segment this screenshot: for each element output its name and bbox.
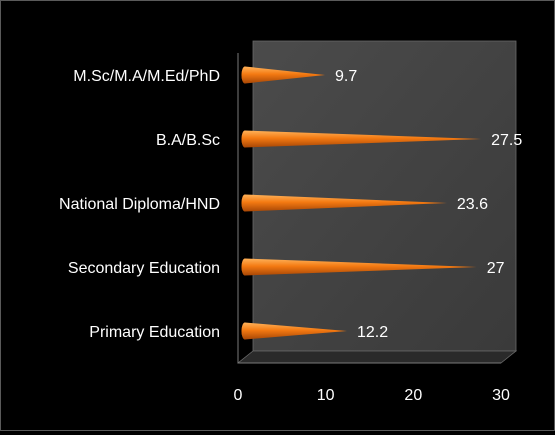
category-label: M.Sc/M.A/M.Ed/PhD	[73, 68, 220, 85]
bar-2	[241, 194, 447, 212]
bar-1	[241, 130, 482, 148]
bar-4	[241, 322, 347, 340]
x-tick-label: 20	[404, 387, 422, 404]
value-label: 27.5	[491, 132, 522, 149]
x-tick-labels-group: 0 10 20 30	[234, 387, 510, 404]
category-label: B.A/B.Sc	[156, 132, 220, 149]
value-labels-group: 9.7 27.5 23.6 27 12.2	[335, 68, 522, 341]
bar-cone	[241, 66, 326, 84]
x-tick-label: 0	[234, 387, 243, 404]
bar-cone	[241, 322, 347, 340]
x-tick-label: 30	[492, 387, 510, 404]
value-label: 27	[487, 260, 505, 277]
bar-3	[241, 258, 477, 276]
bar-cone	[241, 194, 447, 212]
category-labels-group: M.Sc/M.A/M.Ed/PhD B.A/B.Sc National Diplom…	[59, 68, 220, 341]
category-label: Secondary Education	[68, 260, 220, 277]
category-label: National Diploma/HND	[59, 196, 220, 213]
value-label: 12.2	[357, 324, 388, 341]
bar-cone	[241, 130, 482, 148]
plot-area	[236, 40, 518, 364]
category-label: Primary Education	[89, 324, 220, 341]
bars-group	[241, 66, 482, 340]
value-label: 23.6	[457, 196, 488, 213]
bar-cone	[241, 258, 477, 276]
value-label: 9.7	[335, 68, 357, 85]
x-tick-label: 10	[317, 387, 335, 404]
plot-floor	[236, 350, 518, 364]
bar-0	[241, 66, 326, 84]
